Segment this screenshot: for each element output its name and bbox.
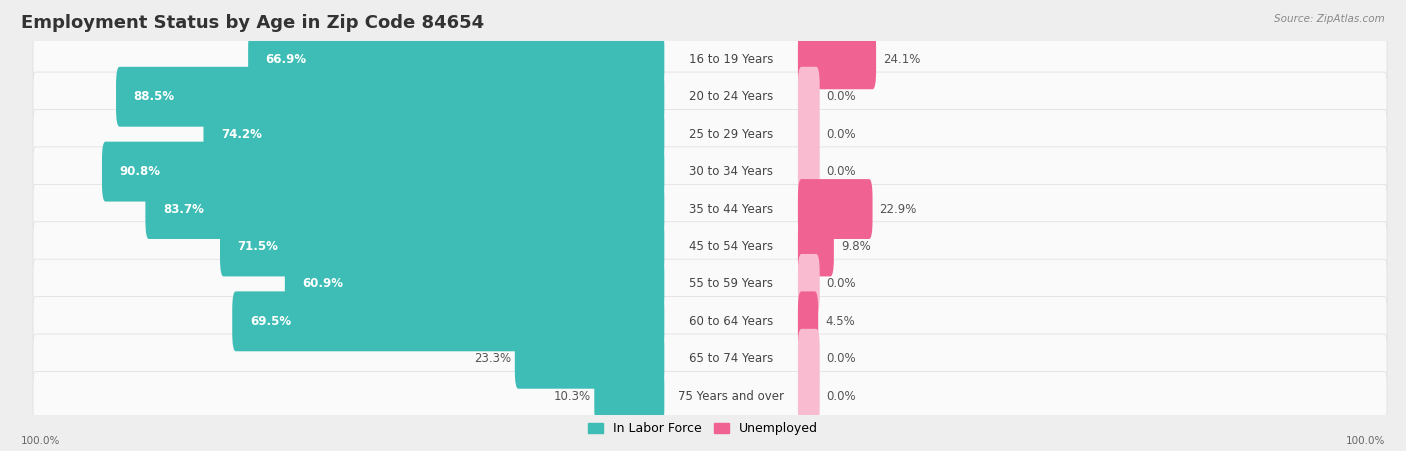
Text: 60.9%: 60.9%	[302, 277, 343, 290]
Text: 0.0%: 0.0%	[827, 128, 856, 141]
Text: 100.0%: 100.0%	[21, 437, 60, 446]
FancyBboxPatch shape	[799, 254, 820, 314]
FancyBboxPatch shape	[799, 216, 834, 276]
Text: 20 to 24 Years: 20 to 24 Years	[689, 90, 773, 103]
Text: 88.5%: 88.5%	[134, 90, 174, 103]
FancyBboxPatch shape	[799, 179, 873, 239]
FancyBboxPatch shape	[34, 72, 1386, 121]
Text: 74.2%: 74.2%	[221, 128, 262, 141]
Text: 90.8%: 90.8%	[120, 165, 160, 178]
FancyBboxPatch shape	[34, 222, 1386, 271]
FancyBboxPatch shape	[34, 334, 1386, 383]
FancyBboxPatch shape	[34, 110, 1386, 159]
Text: 66.9%: 66.9%	[266, 53, 307, 66]
FancyBboxPatch shape	[799, 142, 820, 202]
Text: 71.5%: 71.5%	[238, 240, 278, 253]
Text: 4.5%: 4.5%	[825, 315, 855, 328]
Text: 22.9%: 22.9%	[880, 202, 917, 216]
FancyBboxPatch shape	[34, 184, 1386, 234]
Text: 24.1%: 24.1%	[883, 53, 921, 66]
FancyBboxPatch shape	[34, 35, 1386, 84]
FancyBboxPatch shape	[219, 216, 665, 276]
FancyBboxPatch shape	[103, 142, 665, 202]
Text: 9.8%: 9.8%	[841, 240, 870, 253]
Text: 45 to 54 Years: 45 to 54 Years	[689, 240, 773, 253]
Text: 25 to 29 Years: 25 to 29 Years	[689, 128, 773, 141]
FancyBboxPatch shape	[204, 104, 665, 164]
Text: 30 to 34 Years: 30 to 34 Years	[689, 165, 773, 178]
FancyBboxPatch shape	[799, 291, 818, 351]
Text: 75 Years and over: 75 Years and over	[678, 390, 785, 403]
FancyBboxPatch shape	[515, 329, 665, 389]
FancyBboxPatch shape	[799, 366, 820, 426]
Text: Employment Status by Age in Zip Code 84654: Employment Status by Age in Zip Code 846…	[21, 14, 484, 32]
Text: 65 to 74 Years: 65 to 74 Years	[689, 352, 773, 365]
Text: 0.0%: 0.0%	[827, 390, 856, 403]
Text: 69.5%: 69.5%	[250, 315, 291, 328]
FancyBboxPatch shape	[145, 179, 665, 239]
Text: 0.0%: 0.0%	[827, 277, 856, 290]
Text: 16 to 19 Years: 16 to 19 Years	[689, 53, 773, 66]
Text: 23.3%: 23.3%	[474, 352, 512, 365]
FancyBboxPatch shape	[799, 29, 876, 89]
Text: 55 to 59 Years: 55 to 59 Years	[689, 277, 773, 290]
FancyBboxPatch shape	[34, 372, 1386, 421]
FancyBboxPatch shape	[285, 254, 665, 314]
Text: 10.3%: 10.3%	[554, 390, 591, 403]
FancyBboxPatch shape	[595, 366, 665, 426]
Text: 0.0%: 0.0%	[827, 165, 856, 178]
FancyBboxPatch shape	[34, 297, 1386, 346]
Text: 100.0%: 100.0%	[1346, 437, 1385, 446]
Legend: In Labor Force, Unemployed: In Labor Force, Unemployed	[583, 417, 823, 440]
Text: Source: ZipAtlas.com: Source: ZipAtlas.com	[1274, 14, 1385, 23]
FancyBboxPatch shape	[799, 329, 820, 389]
Text: 0.0%: 0.0%	[827, 352, 856, 365]
Text: 0.0%: 0.0%	[827, 90, 856, 103]
FancyBboxPatch shape	[117, 67, 665, 127]
FancyBboxPatch shape	[799, 104, 820, 164]
Text: 83.7%: 83.7%	[163, 202, 204, 216]
FancyBboxPatch shape	[247, 29, 665, 89]
FancyBboxPatch shape	[799, 67, 820, 127]
Text: 35 to 44 Years: 35 to 44 Years	[689, 202, 773, 216]
FancyBboxPatch shape	[34, 259, 1386, 308]
FancyBboxPatch shape	[34, 147, 1386, 196]
Text: 60 to 64 Years: 60 to 64 Years	[689, 315, 773, 328]
FancyBboxPatch shape	[232, 291, 665, 351]
